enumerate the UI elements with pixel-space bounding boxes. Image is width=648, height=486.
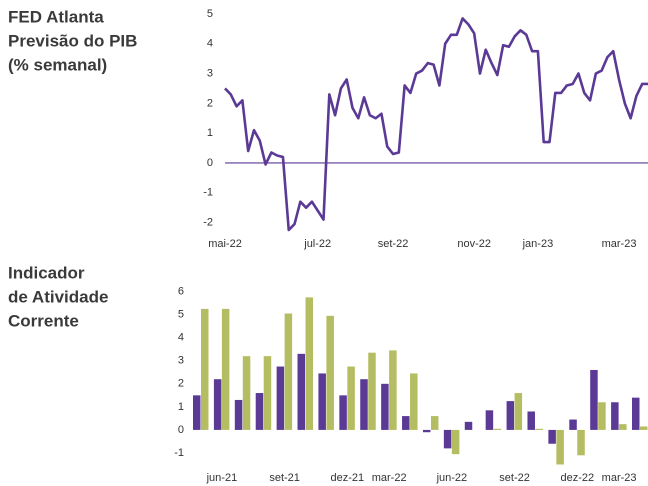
bar xyxy=(619,424,627,430)
line xyxy=(224,17,648,232)
x-tick-label: jun-22 xyxy=(436,472,468,484)
bar xyxy=(360,379,368,430)
x-tick-label: set-22 xyxy=(499,472,530,484)
y-tick-label: -1 xyxy=(174,447,184,459)
bar xyxy=(234,399,243,430)
x-tick-label: set-21 xyxy=(269,472,300,484)
bar xyxy=(506,401,515,430)
bar xyxy=(339,395,347,430)
bar xyxy=(464,421,473,430)
bar xyxy=(284,313,293,430)
bar xyxy=(527,411,535,430)
bar xyxy=(590,369,598,430)
bar xyxy=(347,366,355,430)
y-tick-label: 1 xyxy=(207,127,213,139)
y-tick-label: 3 xyxy=(178,355,184,367)
bar xyxy=(242,356,251,430)
bar xyxy=(535,428,543,430)
bar xyxy=(297,353,306,430)
y-tick-label: 3 xyxy=(207,67,213,79)
bar xyxy=(276,366,285,430)
x-tick-label: jan-23 xyxy=(522,238,554,250)
chart-title: de Atividade xyxy=(8,287,108,306)
bar xyxy=(569,419,577,430)
x-tick-label: mai-22 xyxy=(208,238,242,250)
bar xyxy=(443,429,452,449)
bar xyxy=(213,379,222,430)
bar xyxy=(493,428,502,430)
bar xyxy=(193,395,201,430)
bar xyxy=(556,429,564,465)
y-tick-label: 0 xyxy=(178,424,184,436)
bar xyxy=(548,429,556,444)
bar xyxy=(422,429,431,433)
bar xyxy=(389,350,397,430)
bar xyxy=(368,352,376,430)
bar xyxy=(255,393,264,430)
y-tick-label: 4 xyxy=(207,38,213,50)
bar xyxy=(318,373,326,430)
chart-title: Indicador xyxy=(8,263,85,282)
x-tick-label: mar-23 xyxy=(602,238,637,250)
y-tick-label: 5 xyxy=(178,309,184,321)
bar xyxy=(451,429,460,455)
x-tick-label: mar-23 xyxy=(602,472,637,484)
x-tick-label: dez-21 xyxy=(331,472,365,484)
bar xyxy=(514,393,523,430)
x-tick-label: jul-22 xyxy=(303,238,331,250)
bar xyxy=(305,297,314,430)
y-tick-label: 5 xyxy=(207,8,213,20)
y-tick-label: 1 xyxy=(178,401,184,413)
bar xyxy=(201,308,209,430)
bar xyxy=(611,402,619,430)
bar xyxy=(640,426,648,430)
y-tick-label: 4 xyxy=(178,332,184,344)
bar xyxy=(326,315,334,430)
x-tick-label: nov-22 xyxy=(457,238,491,250)
bar xyxy=(577,429,585,456)
bar xyxy=(381,383,389,430)
y-tick-label: -1 xyxy=(203,187,213,199)
chart-title: FED Atlanta xyxy=(8,7,104,26)
y-tick-label: 2 xyxy=(207,97,213,109)
bar xyxy=(402,416,410,430)
x-tick-label: set-22 xyxy=(378,238,409,250)
bar xyxy=(485,410,494,430)
y-tick-label: -2 xyxy=(203,216,213,228)
y-tick-label: 0 xyxy=(207,157,213,169)
chart-title: Corrente xyxy=(8,311,79,330)
bar xyxy=(410,373,418,430)
bar xyxy=(430,416,439,430)
x-tick-label: mar-22 xyxy=(372,472,407,484)
bar xyxy=(632,397,640,430)
bar xyxy=(598,402,606,430)
bar xyxy=(263,356,272,430)
chart-title: (% semanal) xyxy=(8,55,107,74)
bar xyxy=(221,308,230,430)
x-tick-label: dez-22 xyxy=(560,472,594,484)
y-tick-label: 2 xyxy=(178,378,184,390)
y-tick-label: 6 xyxy=(178,286,184,298)
x-tick-label: jun-21 xyxy=(206,472,238,484)
chart-title: Previsão do PIB xyxy=(8,31,137,50)
